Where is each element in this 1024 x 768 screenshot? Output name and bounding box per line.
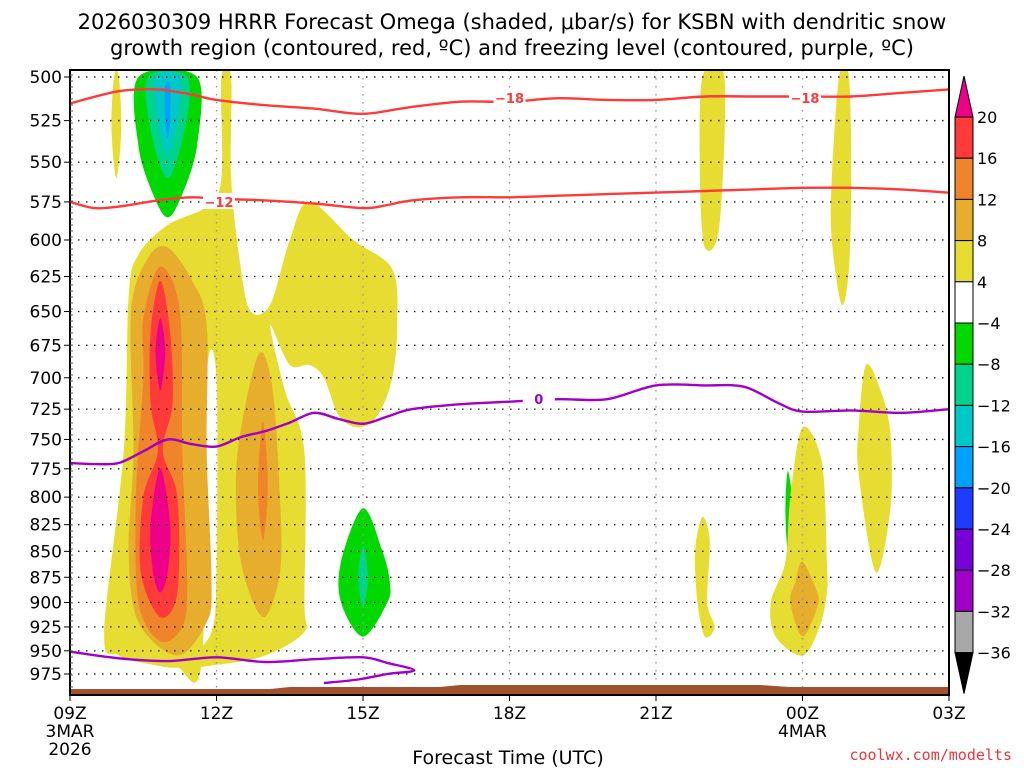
y-tick-label: 525 (30, 112, 62, 132)
contour-label: −12 (204, 196, 233, 211)
y-tick-label: 975 (30, 665, 62, 685)
y-tick-label: 750 (30, 430, 62, 450)
y-tick-label: 775 (30, 460, 62, 480)
x-tick-label: 18Z (493, 704, 526, 724)
contour-label-bg (522, 390, 555, 407)
x-tick-sublabel: 4MAR (778, 722, 827, 742)
colorbar-bin (954, 404, 974, 448)
contour-label-bg (788, 89, 821, 106)
y-tick-label: 625 (30, 267, 62, 287)
chart-title-line-2: growth region (contoured, red, ºC) and f… (110, 36, 914, 60)
x-tick-label: 00Z (786, 704, 819, 724)
colorbar-label: 16 (977, 149, 997, 168)
x-tick-label: 21Z (639, 704, 672, 724)
freezing-level-contour (70, 383, 949, 466)
colorbar-label: −8 (977, 355, 1001, 374)
colorbar-bin (954, 528, 974, 571)
colorbar-bin (954, 198, 974, 242)
x-tick-label: 15Z (346, 704, 379, 724)
contour-label: 0 (534, 393, 543, 408)
colorbar-label: 8 (977, 232, 987, 251)
omega-region-low-col-d-8 (790, 561, 819, 637)
credit-text: coolwx.com/modelts (849, 746, 1012, 764)
y-tick-label: 650 (30, 303, 62, 323)
colorbar-bin (954, 487, 974, 530)
colorbar-label: −24 (977, 520, 1011, 539)
colorbar-label: 20 (977, 108, 997, 127)
omega-region-core-left-20b (150, 468, 171, 593)
colorbar-label: −32 (977, 602, 1011, 621)
x-tick-label: 03Z (932, 704, 965, 724)
colorbar-bin (954, 157, 974, 200)
contour-label: −18 (790, 92, 819, 107)
y-tick-label: 575 (30, 193, 62, 213)
freezing-level-contour (70, 650, 416, 685)
colorbar-label: −36 (977, 644, 1011, 663)
y-tick-label: 950 (30, 642, 62, 662)
colorbar-label: −16 (977, 438, 1011, 457)
y-tick-label: 500 (30, 68, 62, 88)
y-tick-label: 550 (30, 153, 62, 173)
y-tick-label: 875 (30, 568, 62, 588)
y-tick-label: 675 (30, 336, 62, 356)
colorbar-bin (954, 322, 974, 365)
x-tick-sublabel: 3MAR (46, 722, 95, 742)
omega-region-right-col-b (830, 70, 852, 306)
y-tick-label: 850 (30, 542, 62, 562)
y-tick-label: 725 (30, 400, 62, 420)
y-tick-label: 700 (30, 369, 62, 389)
colorbar-bin (954, 446, 974, 489)
omega-region-low-small-a (694, 516, 715, 638)
y-tick-label: 600 (30, 231, 62, 251)
colorbar-label: −20 (977, 479, 1011, 498)
omega-region-right-col-a (699, 70, 726, 251)
y-tick-label: 925 (30, 618, 62, 638)
contour-label-bg (493, 89, 526, 106)
omega-region-descent-upper-20 (164, 81, 171, 138)
x-tick-label: 09Z (53, 704, 86, 724)
y-tick-label: 800 (30, 488, 62, 508)
contour-label-bg (202, 192, 235, 209)
colorbar-bottom-arrow (954, 652, 974, 694)
colorbar-label: −4 (977, 314, 1001, 333)
colorbar-label: 4 (977, 273, 987, 292)
y-tick-label: 825 (30, 516, 62, 536)
omega-region-right-col-c (857, 363, 892, 573)
omega-region-core-left-20a (155, 318, 166, 391)
x-tick-label: 12Z (200, 704, 233, 724)
colorbar-label: 12 (977, 190, 997, 209)
colorbar-bin (954, 281, 974, 324)
colorbar-bin (954, 240, 974, 283)
contour-label: −18 (495, 92, 524, 107)
colorbar-label: −28 (977, 561, 1011, 580)
colorbar-bin (954, 116, 974, 159)
terrain-surface (70, 685, 949, 694)
colorbar-bin (954, 569, 974, 612)
omega-region-small-left-500 (111, 70, 122, 179)
chart-title-line-1: 2026030309 HRRR Forecast Omega (shaded, … (78, 10, 947, 34)
x-tick-sublabel: 2026 (48, 740, 91, 760)
colorbar-bin (954, 610, 974, 654)
dgz-contour (70, 186, 949, 210)
colorbar-label: −12 (977, 396, 1011, 415)
x-axis-title: Forecast Time (UTC) (412, 747, 603, 768)
colorbar-bin (954, 363, 974, 406)
colorbar-top-arrow (954, 75, 974, 118)
y-tick-label: 900 (30, 593, 62, 613)
omega-region-second-column-12 (258, 421, 268, 541)
omega-region-descent-low-12 (358, 546, 368, 608)
